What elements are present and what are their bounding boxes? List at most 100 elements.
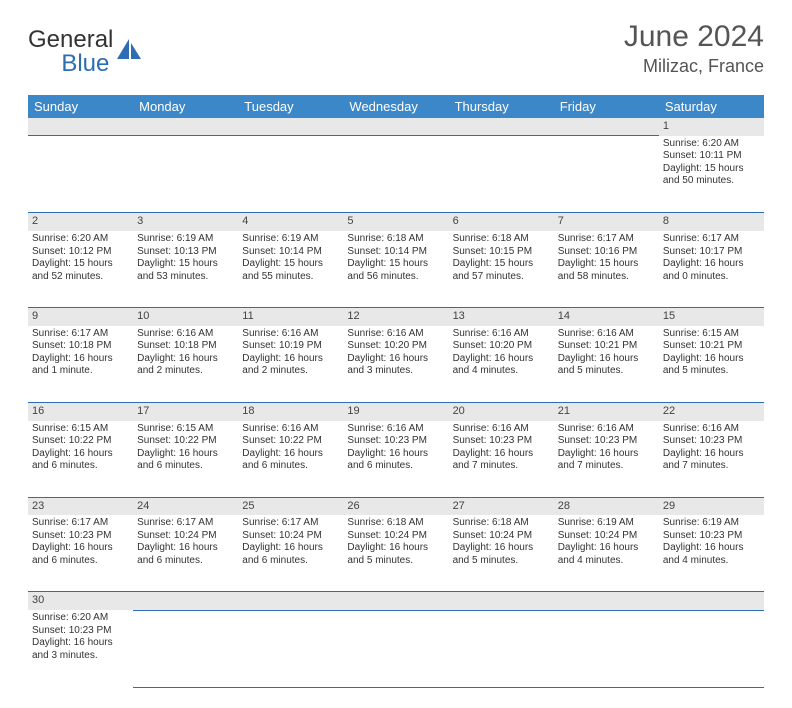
- day-number: 17: [133, 402, 238, 420]
- sunset-text: Sunset: 10:22 PM: [137, 435, 234, 448]
- daylight-text: and 53 minutes.: [137, 271, 234, 284]
- day-cell: [449, 136, 554, 213]
- sunset-text: Sunset: 10:24 PM: [453, 530, 550, 543]
- daylight-text: and 5 minutes.: [453, 555, 550, 568]
- daylight-text: and 3 minutes.: [347, 365, 444, 378]
- daynum-row: 2345678: [28, 213, 764, 231]
- sunset-text: Sunset: 10:21 PM: [663, 340, 760, 353]
- daylight-text: Daylight: 16 hours: [242, 542, 339, 555]
- daylight-text: Daylight: 16 hours: [663, 448, 760, 461]
- day-number: [449, 592, 554, 610]
- sunrise-text: Sunrise: 6:16 AM: [558, 423, 655, 436]
- sunrise-text: Sunrise: 6:18 AM: [453, 233, 550, 246]
- daylight-text: Daylight: 16 hours: [137, 353, 234, 366]
- day-header: Sunday: [28, 95, 133, 118]
- daylight-text: and 7 minutes.: [453, 460, 550, 473]
- daylight-text: and 57 minutes.: [453, 271, 550, 284]
- sunset-text: Sunset: 10:23 PM: [32, 530, 129, 543]
- day-header: Tuesday: [238, 95, 343, 118]
- daylight-text: Daylight: 16 hours: [347, 542, 444, 555]
- day-number: [133, 592, 238, 610]
- sunrise-text: Sunrise: 6:16 AM: [453, 328, 550, 341]
- daylight-text: Daylight: 15 hours: [558, 258, 655, 271]
- daylight-text: and 6 minutes.: [32, 555, 129, 568]
- daylight-text: Daylight: 16 hours: [453, 448, 550, 461]
- daynum-row: 16171819202122: [28, 402, 764, 420]
- sunrise-text: Sunrise: 6:17 AM: [663, 233, 760, 246]
- day-number: 21: [554, 402, 659, 420]
- day-number: 18: [238, 402, 343, 420]
- day-cell: Sunrise: 6:20 AMSunset: 10:11 PMDaylight…: [659, 136, 764, 213]
- daylight-text: and 6 minutes.: [32, 460, 129, 473]
- day-cell: Sunrise: 6:17 AMSunset: 10:24 PMDaylight…: [133, 515, 238, 592]
- sunrise-text: Sunrise: 6:15 AM: [32, 423, 129, 436]
- week-row: Sunrise: 6:20 AMSunset: 10:12 PMDaylight…: [28, 231, 764, 308]
- daylight-text: and 55 minutes.: [242, 271, 339, 284]
- sunset-text: Sunset: 10:22 PM: [242, 435, 339, 448]
- day-cell: Sunrise: 6:19 AMSunset: 10:13 PMDaylight…: [133, 231, 238, 308]
- day-cell: Sunrise: 6:16 AMSunset: 10:22 PMDaylight…: [238, 421, 343, 498]
- sunset-text: Sunset: 10:24 PM: [347, 530, 444, 543]
- daylight-text: Daylight: 15 hours: [242, 258, 339, 271]
- day-number: 9: [28, 308, 133, 326]
- daylight-text: and 6 minutes.: [242, 460, 339, 473]
- day-number: 27: [449, 497, 554, 515]
- daylight-text: and 3 minutes.: [32, 650, 129, 663]
- day-number: 23: [28, 497, 133, 515]
- daylight-text: Daylight: 15 hours: [32, 258, 129, 271]
- day-cell: Sunrise: 6:17 AMSunset: 10:17 PMDaylight…: [659, 231, 764, 308]
- logo-part2: Blue: [61, 50, 109, 77]
- sunset-text: Sunset: 10:16 PM: [558, 246, 655, 259]
- sunset-text: Sunset: 10:23 PM: [453, 435, 550, 448]
- day-number: 8: [659, 213, 764, 231]
- daylight-text: Daylight: 16 hours: [453, 542, 550, 555]
- day-cell: Sunrise: 6:20 AMSunset: 10:12 PMDaylight…: [28, 231, 133, 308]
- sunrise-text: Sunrise: 6:17 AM: [32, 328, 129, 341]
- sunset-text: Sunset: 10:21 PM: [558, 340, 655, 353]
- sunset-text: Sunset: 10:22 PM: [32, 435, 129, 448]
- daylight-text: Daylight: 16 hours: [347, 353, 444, 366]
- day-number: 22: [659, 402, 764, 420]
- sunset-text: Sunset: 10:23 PM: [663, 435, 760, 448]
- day-cell: Sunrise: 6:16 AMSunset: 10:18 PMDaylight…: [133, 326, 238, 403]
- day-number: 29: [659, 497, 764, 515]
- logo: General Blue: [28, 28, 143, 76]
- day-number: [554, 118, 659, 136]
- sunrise-text: Sunrise: 6:15 AM: [137, 423, 234, 436]
- day-cell: [238, 136, 343, 213]
- day-cell: Sunrise: 6:17 AMSunset: 10:18 PMDaylight…: [28, 326, 133, 403]
- calendar-table: Sunday Monday Tuesday Wednesday Thursday…: [28, 95, 764, 688]
- daylight-text: Daylight: 16 hours: [242, 448, 339, 461]
- day-number: 10: [133, 308, 238, 326]
- sunset-text: Sunset: 10:18 PM: [137, 340, 234, 353]
- sunrise-text: Sunrise: 6:16 AM: [242, 328, 339, 341]
- day-number: [343, 118, 448, 136]
- day-number: 28: [554, 497, 659, 515]
- day-cell: Sunrise: 6:16 AMSunset: 10:23 PMDaylight…: [659, 421, 764, 498]
- sunset-text: Sunset: 10:17 PM: [663, 246, 760, 259]
- logo-text: General Blue: [28, 28, 113, 76]
- daylight-text: Daylight: 16 hours: [453, 353, 550, 366]
- daylight-text: and 4 minutes.: [663, 555, 760, 568]
- daylight-text: and 5 minutes.: [558, 365, 655, 378]
- sunrise-text: Sunrise: 6:16 AM: [558, 328, 655, 341]
- day-cell: Sunrise: 6:18 AMSunset: 10:14 PMDaylight…: [343, 231, 448, 308]
- sunrise-text: Sunrise: 6:18 AM: [347, 233, 444, 246]
- sunset-text: Sunset: 10:14 PM: [347, 246, 444, 259]
- daylight-text: Daylight: 15 hours: [347, 258, 444, 271]
- sunrise-text: Sunrise: 6:19 AM: [137, 233, 234, 246]
- header: General Blue June 2024 Milizac, France: [28, 20, 764, 77]
- sunset-text: Sunset: 10:13 PM: [137, 246, 234, 259]
- day-cell: [238, 610, 343, 687]
- sunset-text: Sunset: 10:19 PM: [242, 340, 339, 353]
- sunset-text: Sunset: 10:20 PM: [347, 340, 444, 353]
- sunrise-text: Sunrise: 6:16 AM: [242, 423, 339, 436]
- calendar-page: General Blue June 2024 Milizac, France S…: [0, 0, 792, 708]
- day-number: [133, 118, 238, 136]
- sunrise-text: Sunrise: 6:15 AM: [663, 328, 760, 341]
- sunset-text: Sunset: 10:12 PM: [32, 246, 129, 259]
- day-number: 20: [449, 402, 554, 420]
- day-header: Monday: [133, 95, 238, 118]
- day-cell: Sunrise: 6:16 AMSunset: 10:23 PMDaylight…: [554, 421, 659, 498]
- daylight-text: and 0 minutes.: [663, 271, 760, 284]
